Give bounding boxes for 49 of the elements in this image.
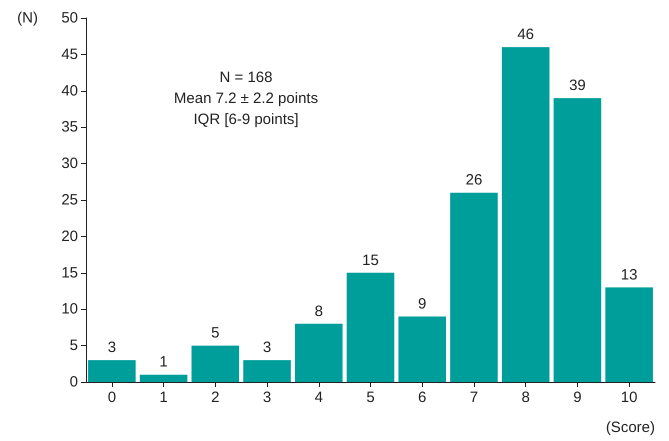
data-label: 8 xyxy=(314,302,323,320)
data-label: 26 xyxy=(466,172,482,189)
data-label: 1 xyxy=(159,354,168,371)
data-label: 3 xyxy=(262,339,272,356)
x-tick-label: 7 xyxy=(470,389,478,406)
y-tick-label: 5 xyxy=(70,337,78,354)
annotation: N = 168 xyxy=(220,69,272,86)
x-tick-label: 10 xyxy=(620,389,638,406)
x-tick-label: 6 xyxy=(418,389,426,406)
y-tick-label: 10 xyxy=(61,300,78,318)
y-tick-label: 0 xyxy=(70,374,78,390)
bar xyxy=(140,374,188,382)
x-tick-label: 9 xyxy=(573,389,582,406)
bar xyxy=(502,47,550,382)
y-tick-label: 45 xyxy=(61,46,78,63)
data-label: 15 xyxy=(362,252,379,269)
y-tick-label: 35 xyxy=(61,118,78,136)
x-tick-label: 0 xyxy=(108,389,116,406)
x-tick-label: 2 xyxy=(211,389,220,406)
y-tick-label: 30 xyxy=(61,155,78,172)
x-tick-label: 4 xyxy=(314,389,323,406)
y-tick-label: 15 xyxy=(61,264,78,282)
annotation: IQR [6-9 points] xyxy=(193,111,299,128)
x-tick-label: 3 xyxy=(262,389,272,406)
bar xyxy=(450,192,498,382)
y-tick-label: 25 xyxy=(61,192,78,208)
data-label: 39 xyxy=(569,77,586,94)
bar xyxy=(294,324,343,382)
bar xyxy=(88,360,136,382)
x-axis-title: (Score) xyxy=(606,419,655,436)
bar xyxy=(243,360,291,382)
y-tick-label: 40 xyxy=(61,82,78,100)
data-label: 46 xyxy=(517,26,534,44)
x-tick-label: 1 xyxy=(159,389,168,406)
y-tick-label: 50 xyxy=(61,10,78,26)
bar xyxy=(192,346,240,382)
bar xyxy=(605,287,653,382)
bar xyxy=(554,98,602,382)
y-tick-label: 20 xyxy=(61,228,78,245)
y-axis-title: (N) xyxy=(17,10,38,26)
data-label: 9 xyxy=(418,295,426,312)
data-label: 13 xyxy=(620,266,638,284)
x-tick-label: 5 xyxy=(366,389,375,406)
data-label: 3 xyxy=(108,339,116,356)
bar xyxy=(346,272,394,382)
x-tick-label: 8 xyxy=(522,389,530,406)
bar xyxy=(398,316,446,382)
data-label: 5 xyxy=(211,324,220,342)
annotation: Mean 7.2 ± 2.2 points xyxy=(174,90,318,107)
